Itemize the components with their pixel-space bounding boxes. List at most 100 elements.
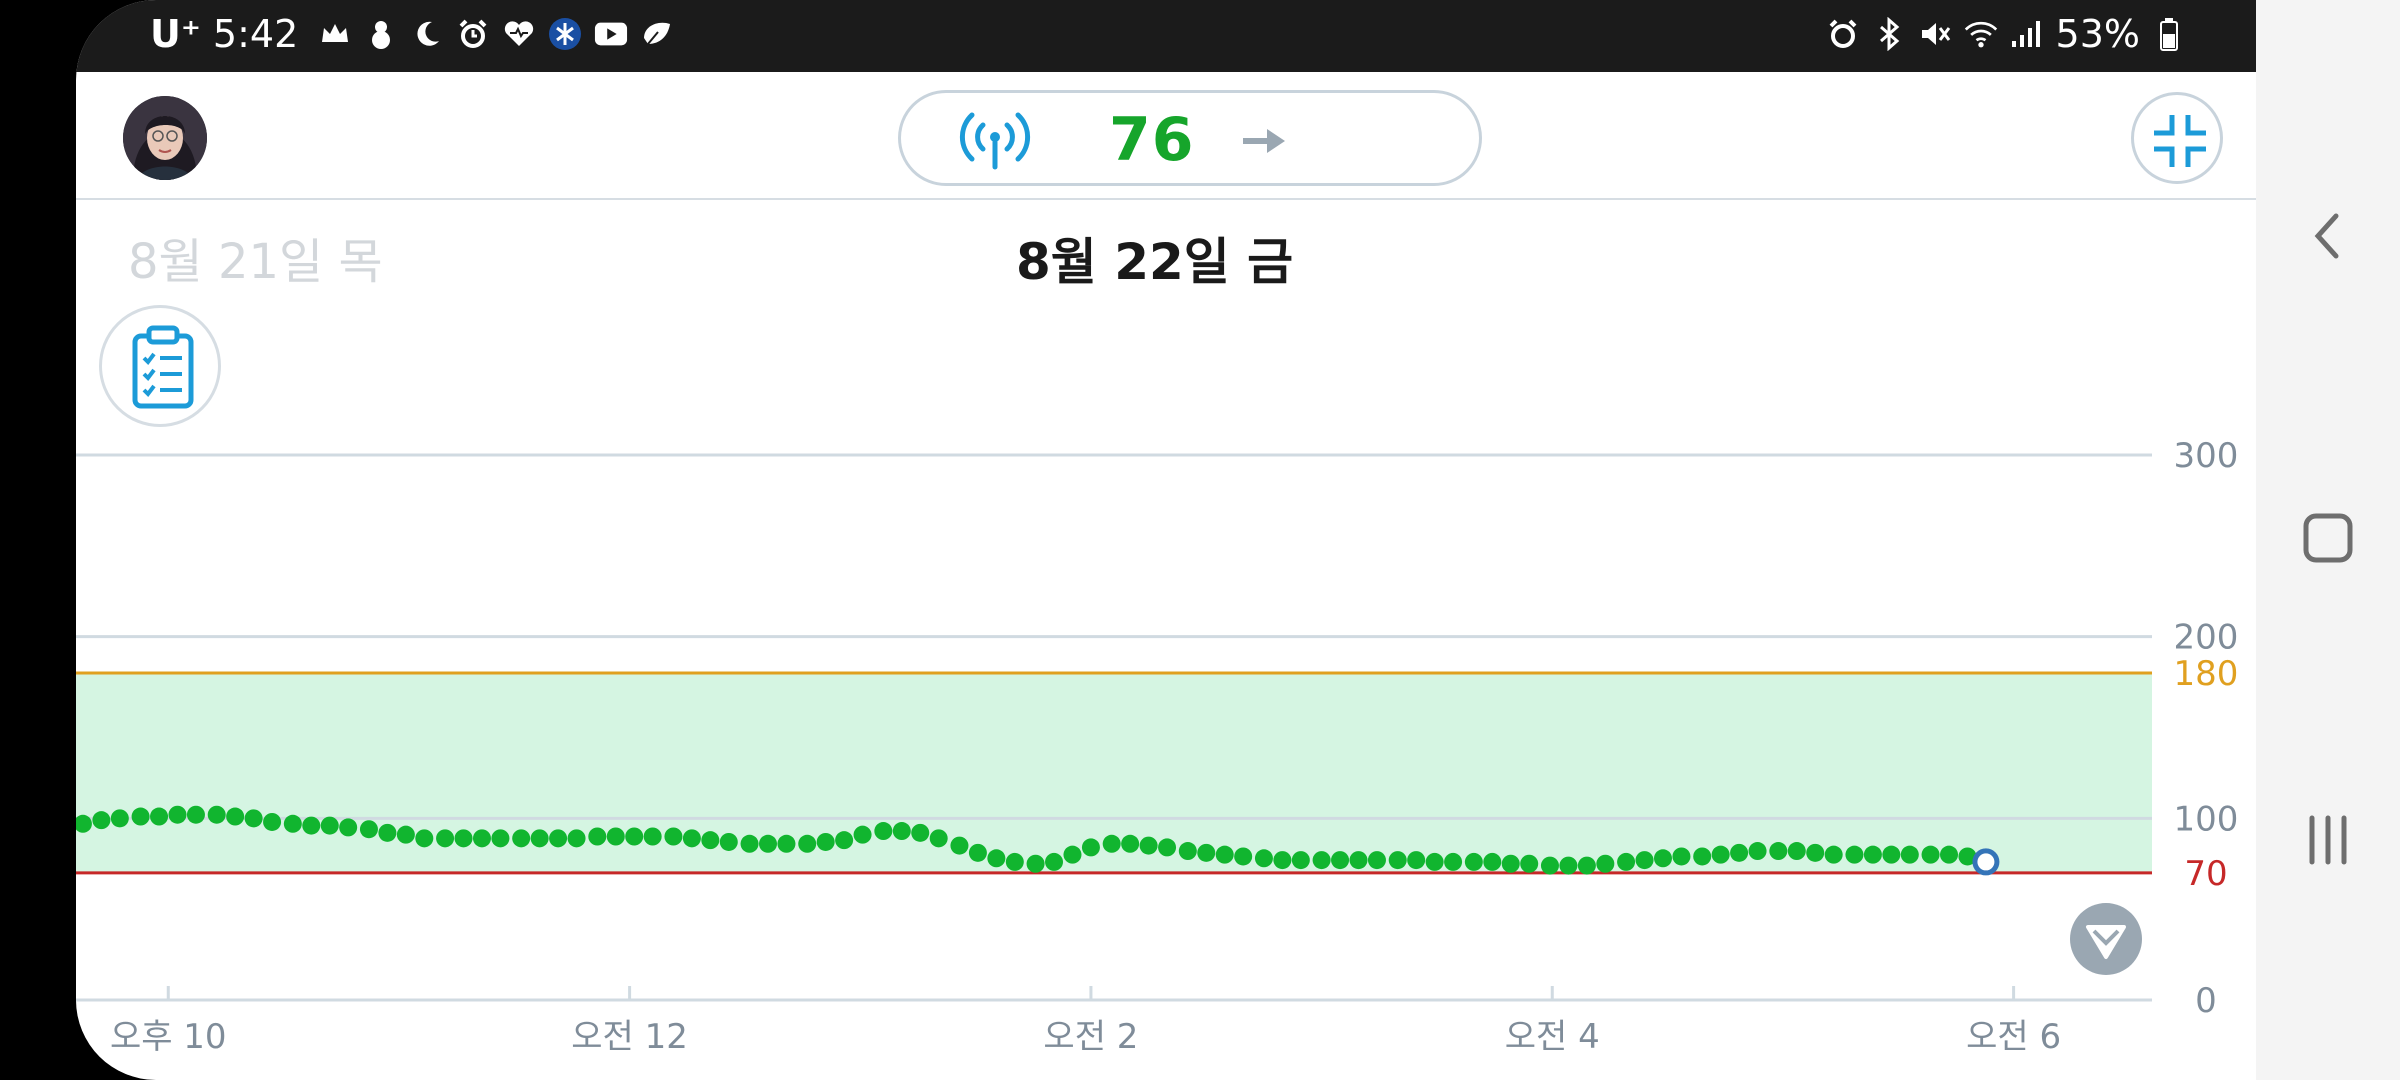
crown-icon xyxy=(318,17,352,51)
glucose-point xyxy=(76,814,92,833)
nav-recents-button[interactable] xyxy=(2298,810,2358,870)
low-threshold-label: 70 xyxy=(2184,854,2227,894)
glucose-point xyxy=(606,827,625,846)
y-tick-label: 200 xyxy=(2174,618,2239,658)
glucose-point xyxy=(302,816,321,835)
glucose-point xyxy=(512,829,531,848)
glucose-point xyxy=(701,831,720,850)
glucose-point xyxy=(987,849,1006,868)
glucose-point xyxy=(1711,845,1730,864)
glucose-point xyxy=(1254,849,1273,868)
current-glucose-value: 76 xyxy=(1109,105,1195,175)
glucose-point xyxy=(759,834,777,853)
glucose-point xyxy=(1635,851,1654,870)
glucose-point xyxy=(950,836,969,855)
glucose-point xyxy=(1577,856,1596,875)
glucose-point xyxy=(1958,847,1977,866)
clipboard-checklist-icon xyxy=(132,325,194,409)
glucose-point xyxy=(1596,854,1615,873)
glucose-point xyxy=(588,827,607,846)
glucose-point xyxy=(1045,852,1064,871)
glucose-point xyxy=(777,834,796,853)
compress-button[interactable] xyxy=(2131,92,2223,184)
glucose-point xyxy=(1464,852,1483,871)
logbook-button[interactable] xyxy=(99,305,221,427)
back-chevron-icon xyxy=(2314,213,2339,259)
glucose-point xyxy=(320,816,339,835)
y-tick-label: 0 xyxy=(2195,981,2217,1021)
y-tick-label: 100 xyxy=(2174,799,2239,839)
alarm-icon xyxy=(1826,17,1860,51)
home-square-icon xyxy=(2303,513,2353,563)
glucose-point xyxy=(853,825,872,844)
signal-icon xyxy=(2010,17,2044,51)
bluetooth-icon xyxy=(1872,17,1906,51)
glucose-point xyxy=(1483,852,1502,871)
heart-icon xyxy=(502,17,536,51)
glucose-point xyxy=(396,825,415,844)
glucose-point xyxy=(1748,842,1767,861)
alarm-icon xyxy=(456,17,490,51)
previous-date-label[interactable]: 8월 21일 목 xyxy=(128,234,383,290)
glucose-point xyxy=(968,843,987,862)
glucose-point xyxy=(1806,843,1825,862)
glucose-point xyxy=(1158,838,1177,857)
glucose-point xyxy=(740,834,759,853)
glucose-point xyxy=(719,832,738,851)
glucose-point xyxy=(664,827,683,846)
glucose-point xyxy=(1501,854,1520,873)
status-right: 53% xyxy=(1826,12,2186,56)
glucose-point xyxy=(549,829,568,848)
glucose-point xyxy=(1388,851,1407,870)
snowman-icon xyxy=(364,17,398,51)
glucose-point xyxy=(150,807,169,826)
avatar[interactable] xyxy=(123,96,207,180)
glucose-point xyxy=(567,829,586,848)
glucose-point xyxy=(1672,847,1691,866)
glucose-point xyxy=(892,822,911,841)
glucose-point xyxy=(472,829,491,848)
high-threshold-label: 180 xyxy=(2174,654,2239,694)
carrier-label: U⁺ xyxy=(150,12,201,56)
scroll-to-latest-button[interactable] xyxy=(2070,903,2142,975)
trend-arrow-right-icon xyxy=(1243,129,1285,153)
leaf-icon xyxy=(640,17,674,51)
glucose-point xyxy=(1540,856,1559,875)
mute-icon xyxy=(1918,17,1952,51)
current-reading-pill[interactable]: 76 xyxy=(898,90,1482,186)
glucose-point xyxy=(1331,851,1350,870)
chevron-down-icon xyxy=(2086,925,2126,959)
glucose-point xyxy=(1444,852,1463,871)
nav-back-button[interactable] xyxy=(2298,206,2358,266)
glucose-point xyxy=(339,818,358,837)
compress-icon xyxy=(2154,115,2206,167)
glucose-point xyxy=(1178,842,1197,861)
glucose-point xyxy=(1863,845,1882,864)
youtube-icon xyxy=(594,17,628,51)
glucose-point xyxy=(1730,843,1749,862)
glucose-point xyxy=(1824,845,1843,864)
glucose-point xyxy=(1769,842,1788,861)
glucose-point xyxy=(226,807,245,826)
glucose-point xyxy=(1081,838,1100,857)
current-date-label: 8월 22일 금 xyxy=(1016,233,1294,291)
x-tick-label: 오전 12 xyxy=(571,1017,688,1057)
glucose-point xyxy=(1026,854,1045,873)
sensor-signal-icon xyxy=(959,112,1031,170)
glucose-point xyxy=(1234,847,1253,866)
glucose-point xyxy=(359,820,378,839)
glucose-point xyxy=(1940,845,1959,864)
nav-home-button[interactable] xyxy=(2298,508,2358,568)
glucose-point xyxy=(1900,845,1919,864)
glucose-point xyxy=(1693,847,1712,866)
latest-reading-point xyxy=(1972,848,2000,876)
glucose-point xyxy=(1520,854,1539,873)
glucose-point xyxy=(1425,852,1444,871)
glucose-chart[interactable]: 300 200 100 0 180 70 오후 10 오전 12 오전 2 오전 4 오전 6 xyxy=(76,420,2256,1080)
glucose-point xyxy=(131,807,150,826)
glucose-point xyxy=(1291,851,1310,870)
glucose-point xyxy=(835,831,854,850)
glucose-point xyxy=(415,829,434,848)
glucose-point xyxy=(491,829,510,848)
glucose-point xyxy=(1367,851,1386,870)
